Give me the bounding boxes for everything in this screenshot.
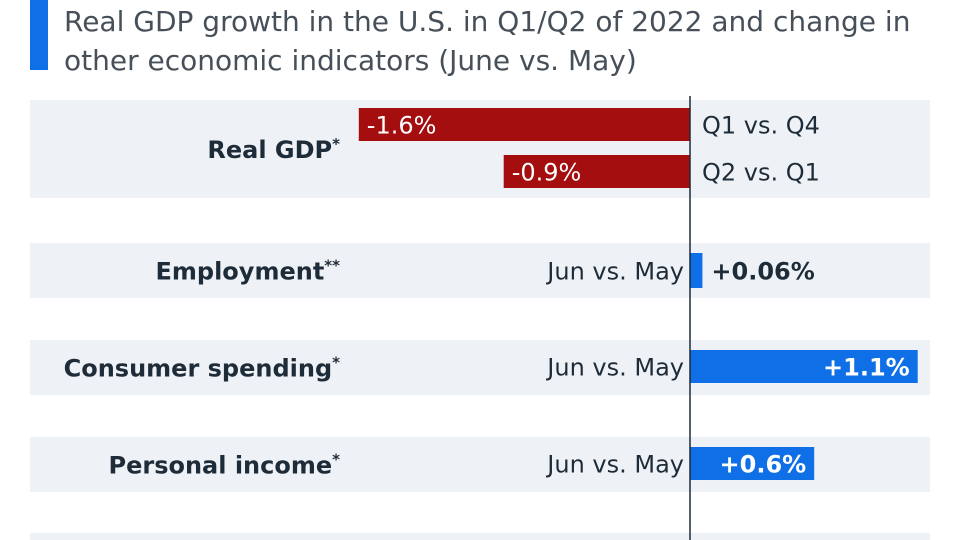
data-label-real-gdp-q2-vs-q1: -0.9% <box>512 159 582 187</box>
data-label-personal-income-jun-vs-may: +0.6% <box>720 451 807 479</box>
bar-real-gdp-q1-vs-q4 <box>358 108 690 141</box>
category-label-personal-income: Personal income* <box>108 451 340 480</box>
data-label-real-gdp-q1-vs-q4: -1.6% <box>367 112 437 140</box>
category-label-employment: Employment** <box>156 257 341 286</box>
bar-employment-jun-vs-may <box>690 253 703 288</box>
comparison-label-real-gdp-q2-vs-q1: Q2 vs. Q1 <box>702 159 820 187</box>
bar-consumer-spending-jun-vs-may <box>690 350 918 383</box>
bar-real-gdp-q2-vs-q1 <box>503 155 690 188</box>
comparison-label-consumer-spending-jun-vs-may: Jun vs. May <box>545 354 684 382</box>
comparison-label-personal-income-jun-vs-may: Jun vs. May <box>545 451 684 479</box>
data-label-consumer-spending-jun-vs-may: +1.1% <box>823 354 910 382</box>
bar-personal-income-jun-vs-may <box>690 447 815 480</box>
category-label-real-gdp: Real GDP* <box>207 135 340 164</box>
comparison-label-real-gdp-q1-vs-q4: Q1 vs. Q4 <box>702 112 820 140</box>
chart-title: Real GDP growth in the U.S. in Q1/Q2 of … <box>64 5 911 77</box>
title-accent-bar <box>30 0 48 70</box>
data-label-employment-jun-vs-may: +0.06% <box>711 258 814 286</box>
row-background-5 <box>30 533 930 540</box>
comparison-label-employment-jun-vs-may: Jun vs. May <box>545 258 684 286</box>
category-label-consumer-spending: Consumer spending* <box>64 354 341 383</box>
row-background-2 <box>30 243 930 298</box>
